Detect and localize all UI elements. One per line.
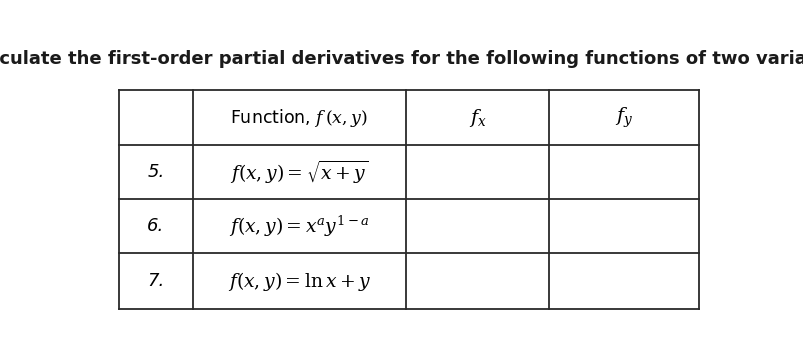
Text: Calculate the first-order partial derivatives for the following functions of two: Calculate the first-order partial deriva… (0, 50, 803, 68)
Text: 6.: 6. (147, 217, 165, 235)
Text: $f_y$: $f_y$ (614, 106, 632, 130)
Text: Function, $f\,(x, y)$: Function, $f\,(x, y)$ (230, 107, 368, 129)
Text: 7.: 7. (147, 272, 165, 290)
Text: $f(x, y) = \sqrt{x + y}$: $f(x, y) = \sqrt{x + y}$ (230, 158, 369, 186)
Text: $f(x, y) = x^{a}y^{1-a}$: $f(x, y) = x^{a}y^{1-a}$ (229, 213, 369, 239)
Text: $f_x$: $f_x$ (468, 107, 486, 129)
Text: $f(x, y) = \ln x + y$: $f(x, y) = \ln x + y$ (227, 269, 370, 292)
Text: 5.: 5. (147, 163, 165, 181)
